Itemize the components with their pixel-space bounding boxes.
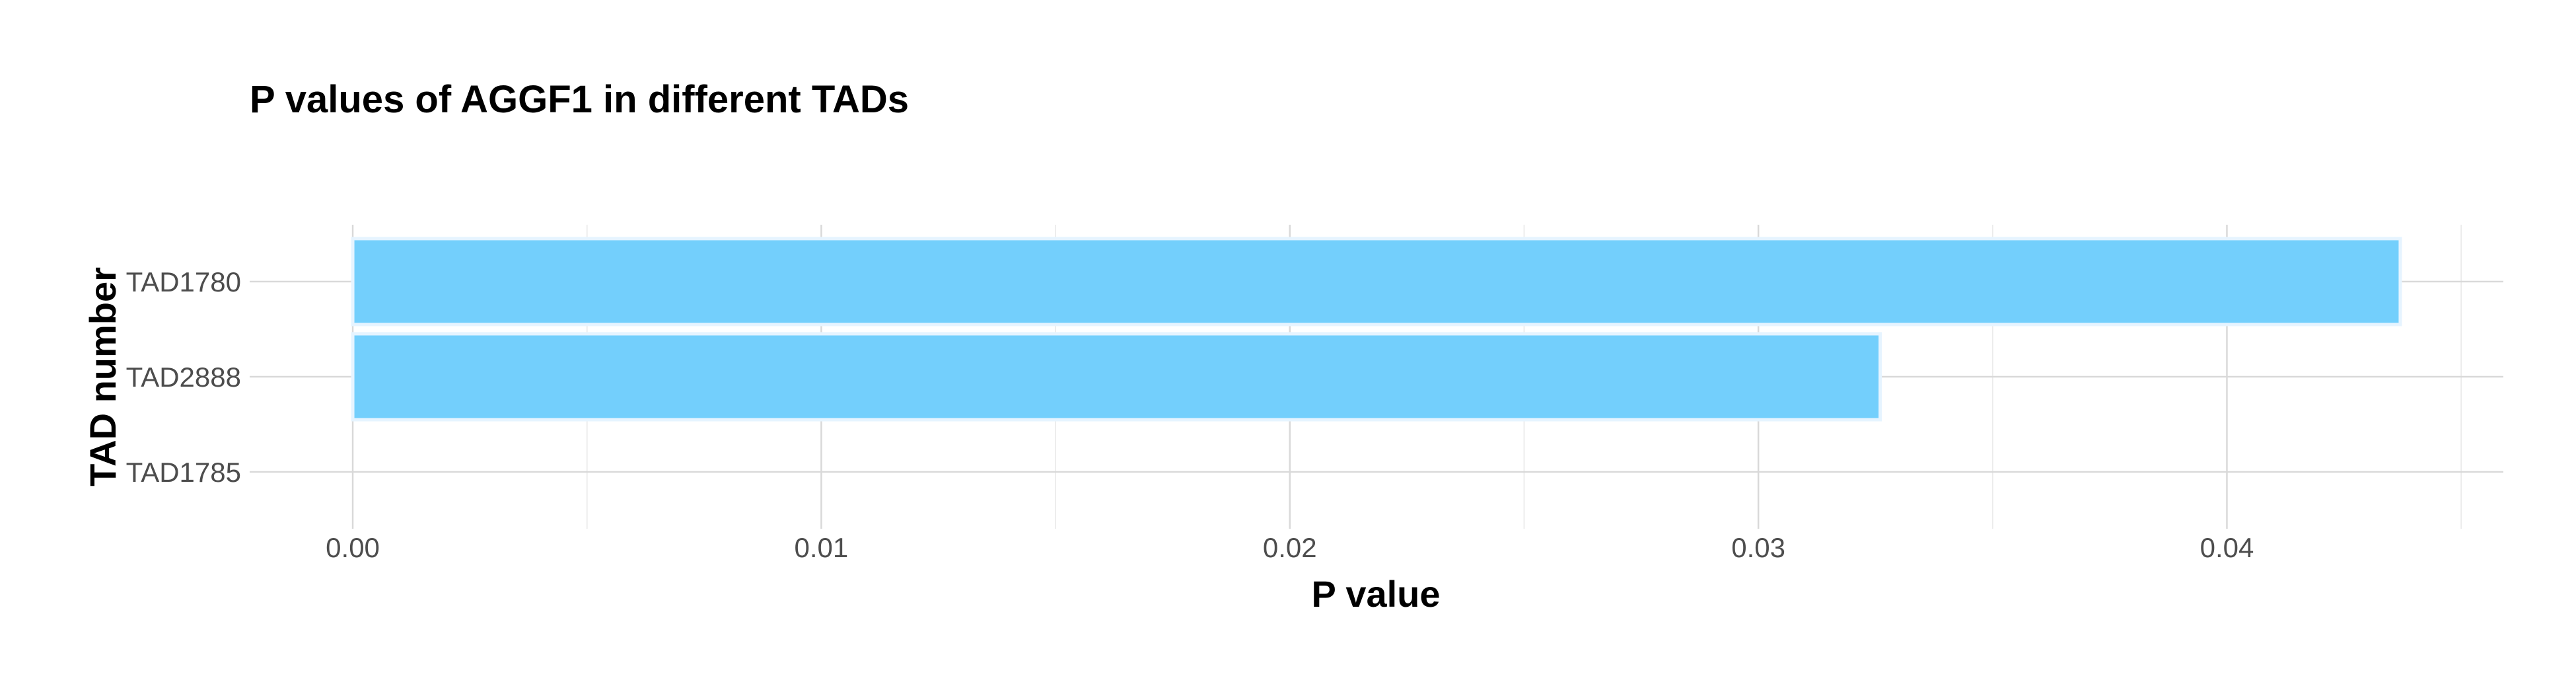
bar-tad2888 (351, 332, 1882, 422)
y-axis-title: TAD number (82, 267, 124, 486)
x-tick-label: 0.03 (1731, 532, 1785, 563)
x-tick-label: 0.02 (1263, 532, 1317, 563)
x-tick-label: 0.04 (2200, 532, 2254, 563)
x-tick-label: 0.00 (326, 532, 380, 563)
y-tick-labels: TAD1780 TAD2888 TAD1785 (126, 266, 241, 488)
chart-title: P values of AGGF1 in different TADs (250, 78, 909, 121)
bar-tad1780 (351, 237, 2402, 327)
x-tick-labels: 0.00 0.01 0.02 0.03 0.04 (326, 532, 2254, 563)
x-tick-label: 0.01 (795, 532, 849, 563)
bars (351, 237, 2402, 422)
y-tick-label: TAD1780 (126, 266, 241, 297)
y-tick-label: TAD2888 (126, 362, 241, 393)
y-tick-label: TAD1785 (126, 457, 241, 488)
x-axis-title: P value (1311, 573, 1440, 615)
